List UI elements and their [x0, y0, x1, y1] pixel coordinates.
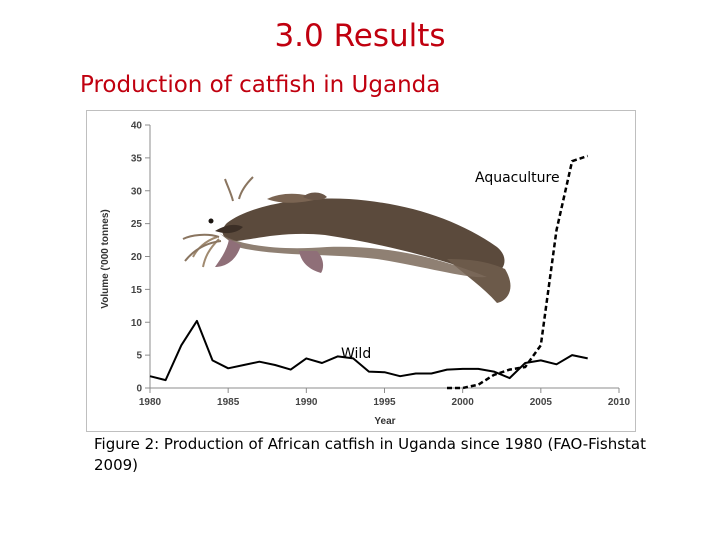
y-tick-label: 30 [131, 186, 143, 197]
wild-label: Wild [341, 346, 371, 362]
line-chart: 0 5 10 15 20 25 30 35 40 1980 1985 1990 1995 2000 200… [100, 121, 631, 428]
y-tick-label: 10 [131, 318, 143, 329]
y-tick-label: 25 [131, 219, 143, 230]
x-tick-label: 1990 [295, 397, 318, 408]
x-axis-title: Year [374, 416, 395, 427]
x-tick-label: 2000 [452, 397, 475, 408]
y-axis: 0 5 10 15 20 25 30 35 40 [131, 121, 151, 395]
x-tick-label: 1980 [139, 397, 162, 408]
x-tick-label: 2010 [608, 397, 631, 408]
y-tick-label: 0 [136, 384, 142, 395]
x-tick-label: 1995 [373, 397, 396, 408]
y-axis-title: Volume ('000 tonnes) [100, 209, 111, 308]
figure-caption: Figure 2: Production of African catfish … [94, 435, 646, 474]
x-tick-label: 2005 [530, 397, 553, 408]
slide-subtitle: Production of catfish in Uganda [80, 72, 441, 98]
catfish-image [182, 176, 511, 303]
slide-title: 3.0 Results [274, 18, 446, 54]
x-tick-label: 1985 [217, 397, 240, 408]
y-tick-label: 35 [131, 153, 143, 164]
y-tick-label: 20 [131, 252, 143, 263]
y-tick-label: 40 [131, 121, 143, 132]
series-line-wild [149, 319, 588, 382]
series-layer [149, 154, 589, 390]
series-line-aquaculture [447, 154, 589, 390]
y-tick-label: 15 [131, 285, 143, 296]
aquaculture-label: Aquaculture [475, 170, 560, 186]
x-axis: 1980 1985 1990 1995 2000 2005 2010 [139, 387, 631, 408]
y-tick-label: 5 [136, 351, 142, 362]
chart-frame: 0 5 10 15 20 25 30 35 40 1980 1985 1990 1995 2000 200… [86, 110, 636, 432]
